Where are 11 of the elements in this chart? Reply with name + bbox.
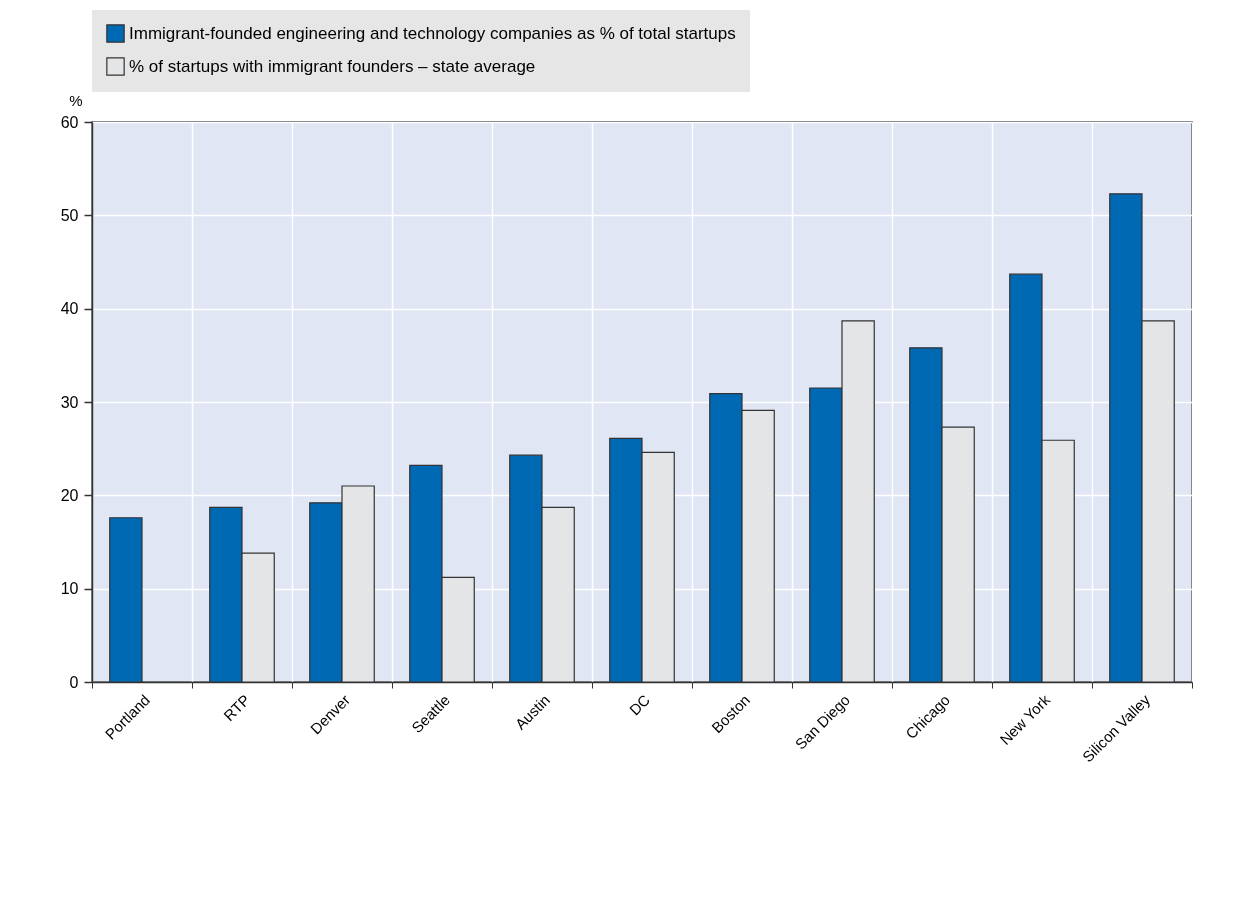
y-tick-label: 30 (60, 393, 79, 411)
y-tick-label: 0 (69, 673, 79, 691)
y-tick-label: 60 (60, 113, 79, 131)
y-tick-label: 10 (60, 580, 79, 598)
y-tick-label: 50 (60, 206, 79, 224)
y-axis-title: % (69, 91, 83, 109)
y-tick-label: 40 (60, 300, 79, 318)
legend-label: Immigrant-founded engineering and technology companies as % of total startups (129, 23, 736, 43)
y-tick-label: 20 (60, 486, 79, 504)
legend-label: % of startups with immigrant founders – state average (129, 56, 536, 76)
x-tick-label: DC (625, 690, 654, 719)
